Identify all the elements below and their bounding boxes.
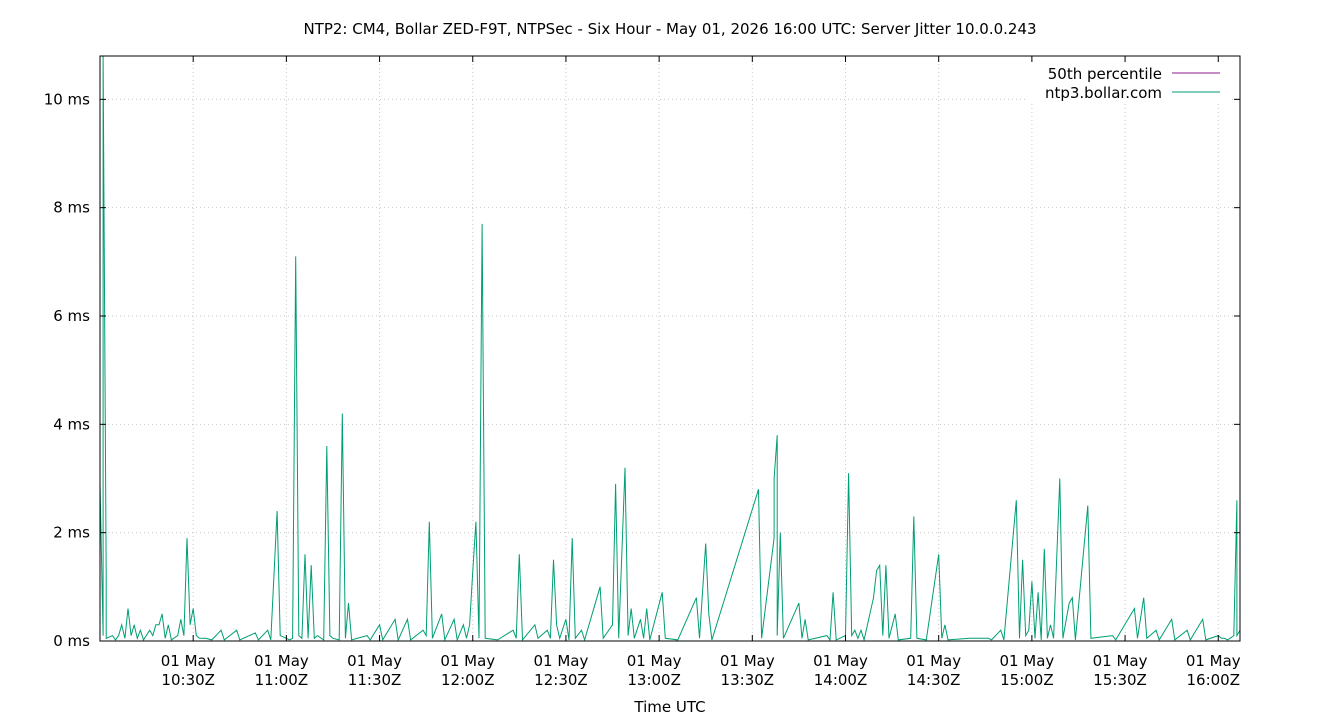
x-tick-time: 11:00Z	[255, 671, 309, 689]
legend-label-ntp3: ntp3.bollar.com	[1045, 84, 1162, 102]
y-tick-label: 0 ms	[53, 632, 90, 650]
x-tick-date: 01 May	[347, 652, 402, 670]
x-tick-time: 10:30Z	[161, 671, 215, 689]
x-tick-time: 13:00Z	[627, 671, 681, 689]
x-tick-time: 15:00Z	[1000, 671, 1054, 689]
x-tick-time: 12:30Z	[534, 671, 588, 689]
x-axis-label: Time UTC	[633, 698, 705, 716]
y-tick-label: 2 ms	[53, 524, 90, 542]
x-tick-date: 01 May	[254, 652, 309, 670]
x-tick-date: 01 May	[906, 652, 961, 670]
x-tick-date: 01 May	[440, 652, 495, 670]
x-tick-date: 01 May	[627, 652, 682, 670]
x-tick-date: 01 May	[1093, 652, 1148, 670]
x-tick-date: 01 May	[999, 652, 1054, 670]
legend: 50th percentile ntp3.bollar.com	[1026, 62, 1230, 102]
x-tick-time: 13:30Z	[721, 671, 775, 689]
legend-label-50th-percentile: 50th percentile	[1048, 65, 1162, 83]
y-tick-label: 6 ms	[53, 307, 90, 325]
x-tick-date: 01 May	[813, 652, 868, 670]
x-tick-time: 12:00Z	[441, 671, 495, 689]
x-tick-time: 14:30Z	[907, 671, 961, 689]
plot-series	[99, 55, 1241, 642]
x-tick-time: 11:30Z	[348, 671, 402, 689]
x-tick-date: 01 May	[720, 652, 775, 670]
x-tick-date: 01 May	[161, 652, 216, 670]
y-tick-label: 4 ms	[53, 415, 90, 433]
legend-background	[1026, 62, 1230, 102]
x-tick-time: 16:00Z	[1186, 671, 1240, 689]
x-tick-date: 01 May	[1186, 652, 1241, 670]
chart-title: NTP2: CM4, Bollar ZED-F9T, NTPSec - Six …	[303, 20, 1036, 38]
x-tick-time: 15:30Z	[1093, 671, 1147, 689]
y-tick-label: 10 ms	[44, 90, 90, 108]
plot-frame	[99, 55, 1241, 642]
y-tick-label: 8 ms	[53, 199, 90, 217]
x-tick-date: 01 May	[534, 652, 589, 670]
y-axis: 0 ms 2 ms 4 ms 6 ms 8 ms 10 ms	[44, 90, 1240, 650]
grid-lines	[100, 56, 1240, 641]
x-tick-time: 14:00Z	[814, 671, 868, 689]
series-line-1	[99, 55, 1241, 642]
